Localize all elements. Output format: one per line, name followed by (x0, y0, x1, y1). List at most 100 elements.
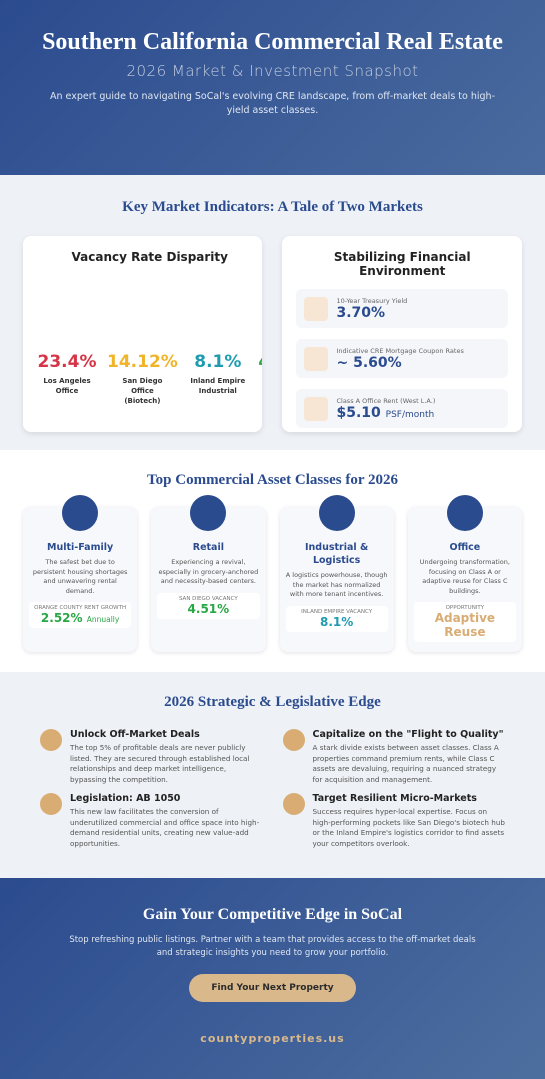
vacancy-label: San Diego Office (Biotech) (122, 377, 163, 405)
strategy-body: Legislation: AB 1050 This new law facilit… (70, 793, 263, 849)
vacancy-value: 8.1% (194, 352, 242, 372)
section-title: 2026 Strategic & Legislative Edge (164, 694, 381, 710)
indicators: Key Market Indicators: A Tale of Two Mar… (0, 175, 545, 450)
stat-label: SAN DIEGO VACANCY (178, 595, 238, 602)
financial-item: Indicative CRE Mortgage Coupon Rates ~ 5.… (296, 339, 508, 378)
financial-unit: PSF/month (385, 409, 435, 420)
stat-value-row: 2.52% Annually (31, 611, 129, 625)
vacancy-label: San Diego Retail (258, 376, 263, 396)
strategy-title: Unlock Off-Market Deals (70, 729, 200, 740)
strategy-body: Unlock Off-Market Deals The top 5% of pro… (70, 729, 263, 785)
asset-name: Retail (192, 542, 224, 553)
vacancy-item: 8.1% Inland Empire Industrial (188, 352, 248, 406)
vacancy-value: 4.51% (258, 352, 262, 372)
financial-label: Indicative CRE Mortgage Coupon Rates (336, 346, 464, 355)
strategy-item: Legislation: AB 1050 This new law facilit… (40, 793, 263, 849)
financial-value-row: $5.10 PSF/month (336, 405, 435, 421)
financial-text: Indicative CRE Mortgage Coupon Rates ~ 5.… (336, 347, 463, 371)
asset-stat: INLAND EMPIRE VACANCY 8.1% (285, 605, 388, 632)
icon (190, 495, 227, 531)
financial-item: 10-Year Treasury Yield 3.70% (296, 289, 508, 328)
stat-value-row: 8.1% (288, 615, 386, 629)
vacancy-item: 14.12% San Diego Office (Biotech) (107, 352, 178, 406)
vacancy-value: 14.12% (107, 352, 178, 372)
stat-value: 4.51% (187, 601, 230, 616)
cta-button[interactable]: Find Your Next Property (189, 974, 356, 1002)
strategy-item: Target Resilient Micro-Markets Success re… (282, 793, 506, 849)
section-title: Key Market Indicators: A Tale of Two Mar… (122, 199, 423, 215)
asset-text: The safest bet due to persistent housing… (32, 558, 128, 595)
icon (282, 793, 305, 815)
icon (318, 495, 355, 531)
stat-suffix: Annually (86, 615, 120, 624)
asset-card: Office Undergoing transformation, focusin… (407, 495, 522, 652)
financial-value: $5.10 (336, 404, 381, 421)
icon (304, 296, 329, 321)
asset-stat: SAN DIEGO VACANCY 4.51% (157, 592, 260, 619)
strategy-item: Capitalize on the "Flight to Quality" A s… (282, 729, 506, 785)
stat-label: INLAND EMPIRE VACANCY (301, 608, 373, 615)
asset-text: Undergoing transformation, focusing on C… (419, 558, 510, 595)
strategy-title: Capitalize on the "Flight to Quality" (312, 729, 504, 740)
card-title: Vacancy Rate Disparity (71, 250, 228, 264)
asset-text: A logistics powerhouse, though the marke… (285, 571, 388, 598)
icon (282, 729, 305, 751)
financial-item: Class A Office Rent (West L.A.) $5.10 PSF… (296, 389, 508, 428)
stat-value: Adaptive Reuse (434, 611, 496, 639)
header: Southern California Commercial Real Esta… (0, 0, 545, 175)
strategy-text: This new law facilitates the conversion … (70, 807, 260, 848)
vacancy-items: 23.4% Los Angeles Office 14.12% San Diego O… (37, 352, 263, 406)
strategy-title: Legislation: AB 1050 (70, 793, 181, 804)
financial-label: Class A Office Rent (West L.A.) (336, 396, 436, 405)
strategy-text: A stark divide exists between asset clas… (312, 743, 499, 784)
asset-card: Industrial & Logistics A logistics powerh… (279, 495, 394, 652)
vacancy-label: Los Angeles Office (43, 377, 91, 395)
footer-text: Stop refreshing public listings. Partner… (69, 935, 476, 958)
icon (304, 346, 329, 371)
stat-value: 2.52% (40, 611, 83, 625)
icon (62, 495, 98, 531)
asset-name: Multi-Family (47, 542, 114, 553)
asset-card: Retail Experiencing a revival, especially… (151, 495, 266, 652)
strategy-text: Success requires hyper-local expertise. … (312, 807, 505, 848)
icon (40, 729, 62, 751)
icon (304, 396, 329, 421)
vacancy-card: Vacancy Rate Disparity 23.4% Los Angeles … (23, 236, 263, 432)
financial-label: 10-Year Treasury Yield (336, 296, 408, 305)
stat-value-row: 4.51% (159, 602, 257, 616)
icon (40, 793, 62, 815)
site: countyproperties.us (200, 1032, 345, 1045)
title: Southern California Commercial Real Esta… (42, 29, 503, 55)
financial-value-row: 3.70% (336, 305, 407, 321)
section-title: Top Commercial Asset Classes for 2026 (147, 472, 398, 488)
icon (446, 495, 483, 531)
subtitle: 2026 Market & Investment Snapshot (126, 62, 419, 80)
financial-value: ~ 5.60% (336, 354, 402, 371)
strategy-title: Target Resilient Micro-Markets (312, 793, 477, 804)
stat-label: ORANGE COUNTY RENT GROWTH (34, 605, 127, 611)
asset-card: Multi-Family The safest bet due to persis… (23, 495, 138, 652)
strategy-items: Unlock Off-Market Deals The top 5% of pro… (40, 729, 505, 849)
financial-card: Stabilizing Financial Environment 10-Yea… (282, 236, 522, 432)
financial-text: Class A Office Rent (West L.A.) $5.10 PSF… (336, 397, 435, 421)
asset-stat: ORANGE COUNTY RENT GROWTH 2.52% Annually (29, 602, 132, 628)
assets: Top Commercial Asset Classes for 2026 Mu… (0, 450, 545, 672)
financial-text: 10-Year Treasury Yield 3.70% (336, 297, 407, 321)
strategy-body: Target Resilient Micro-Markets Success re… (313, 793, 506, 849)
footer-title: Gain Your Competitive Edge in SoCal (142, 906, 403, 923)
vacancy-item: 23.4% Los Angeles Office (37, 352, 97, 406)
vacancy-item: 4.51% San Diego Retail (258, 352, 263, 406)
card-title: Stabilizing Financial Environment (333, 250, 471, 278)
strategy-text: The top 5% of profitable deals are never… (70, 743, 250, 784)
strategy-item: Unlock Off-Market Deals The top 5% of pro… (40, 729, 263, 785)
strategy-body: Capitalize on the "Flight to Quality" A s… (313, 729, 506, 785)
asset-name: Industrial & Logistics (304, 542, 369, 566)
vacancy-value: 23.4% (37, 352, 97, 372)
asset-text: Experiencing a revival, especially in gr… (158, 558, 259, 585)
footer: Gain Your Competitive Edge in SoCal Stop… (0, 878, 545, 1079)
stat-value-row: Adaptive Reuse (416, 611, 514, 639)
stat-value: 8.1% (319, 614, 354, 629)
intro: An expert guide to navigating SoCal's ev… (50, 91, 495, 116)
stat-label: OPPORTUNITY (445, 605, 485, 611)
financial-value-row: ~ 5.60% (336, 355, 463, 371)
